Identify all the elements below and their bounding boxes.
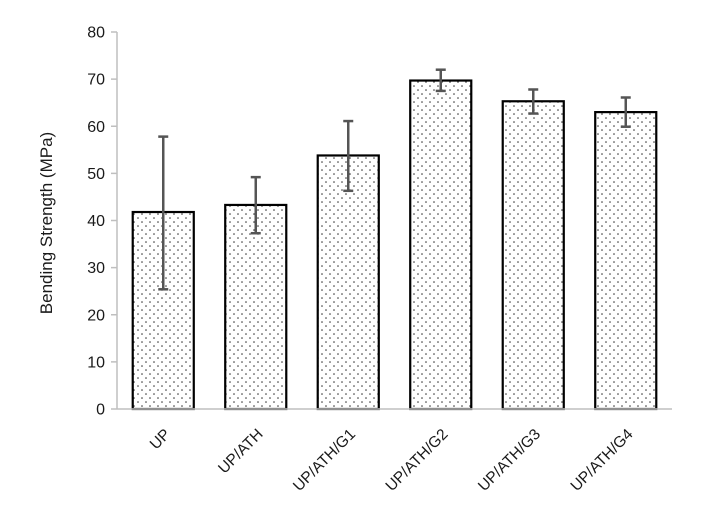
x-category-label: UP [147,426,174,453]
x-category-label: UP/ATH/G3 [475,426,544,495]
bar [409,79,473,411]
y-axis-ticks: 0 10 20 30 40 50 60 70 80 [87,25,117,419]
bar [316,154,380,411]
x-category-label: UP/ATH/G4 [568,426,637,495]
y-tick-label: 30 [87,260,105,277]
x-category-label: UP/ATH [215,426,266,477]
y-tick-label: 60 [87,119,105,136]
y-tick-label: 20 [87,307,105,324]
bar [594,111,658,411]
y-tick-label: 50 [87,166,105,183]
x-category-label: UP/ATH/G1 [290,426,359,495]
x-axis-labels: UP UP/ATH UP/ATH/G1 UP/ATH/G2 UP/ATH/G3 UP/AT… [147,426,637,495]
error-bars [158,68,631,291]
bars [131,79,658,411]
x-category-label: UP/ATH/G2 [383,426,452,495]
y-tick-label: 10 [87,354,105,371]
y-tick-label: 40 [87,213,105,230]
y-tick-label: 0 [96,402,105,419]
y-axis-title: Bending Strength (MPa) [37,132,56,314]
bar [224,203,288,411]
y-tick-label: 70 [87,72,105,89]
bar [501,100,565,411]
y-tick-label: 80 [87,25,105,42]
